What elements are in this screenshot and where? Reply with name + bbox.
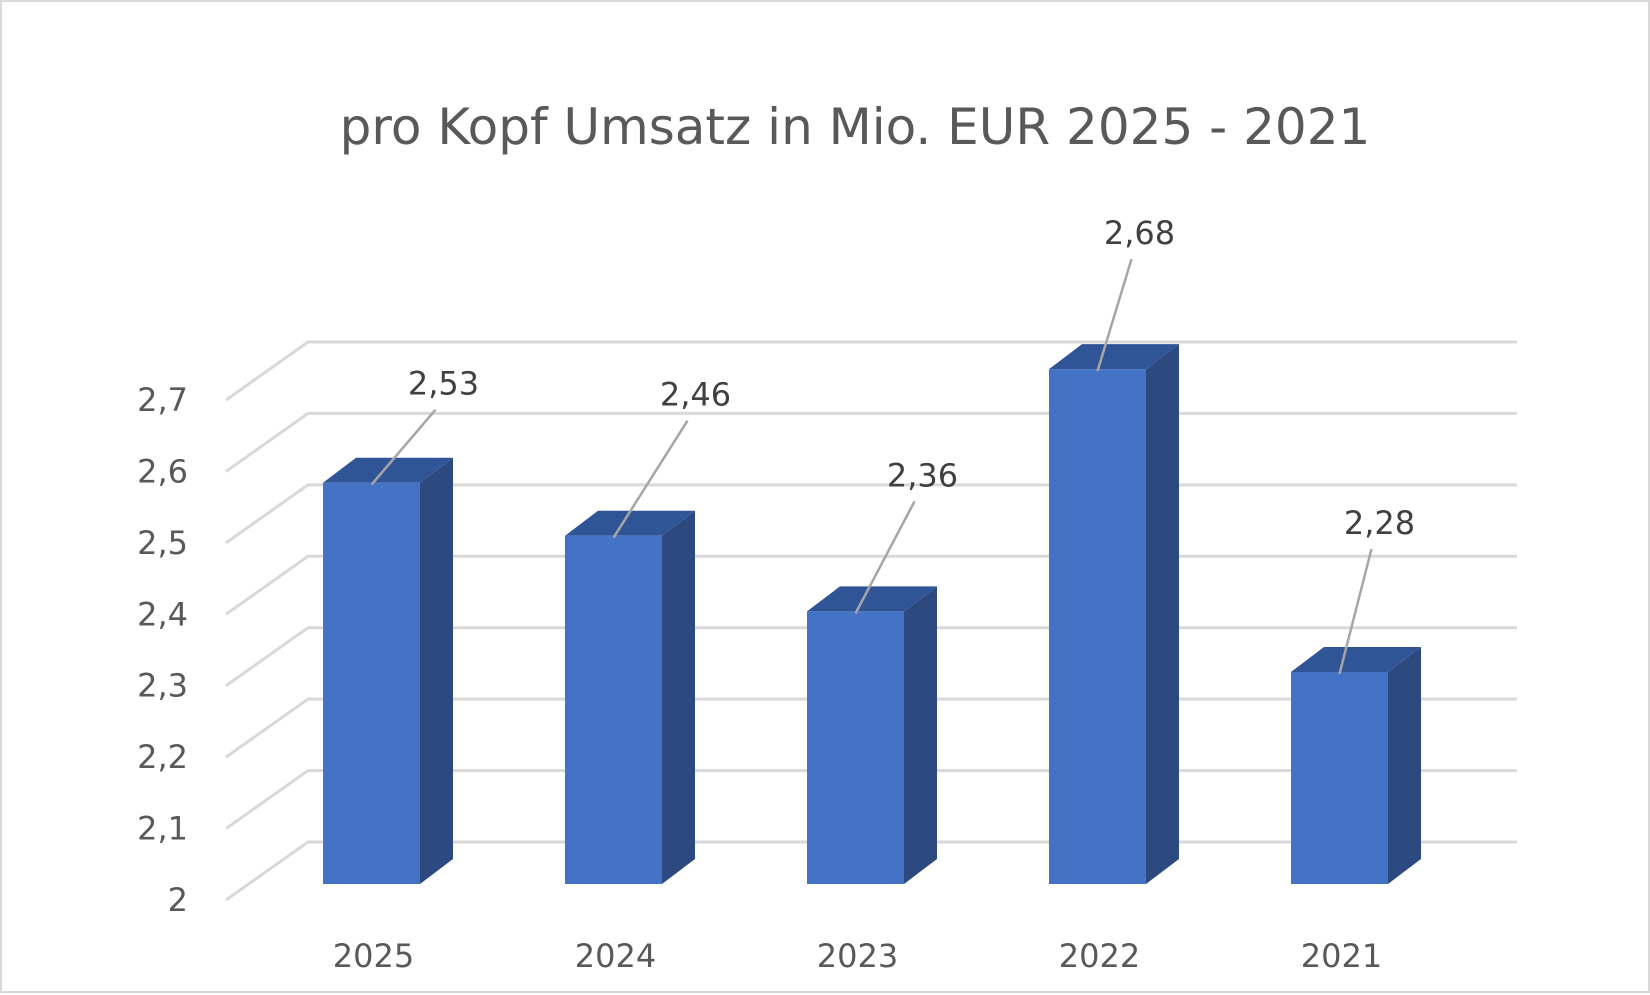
bar-2024	[565, 510, 695, 884]
y-tick-label: 2,2	[137, 738, 188, 776]
bar-side	[1146, 344, 1179, 885]
y-tick-label: 2	[168, 881, 188, 919]
chart-title: pro Kopf Umsatz in Mio. EUR 2025 - 2021	[340, 98, 1371, 156]
x-category-label: 2023	[817, 937, 898, 975]
gridlines	[225, 340, 1517, 902]
y-tick-label: 2,4	[137, 595, 188, 633]
x-category-label: 2022	[1059, 937, 1140, 975]
y-tick-label: 2,6	[137, 452, 188, 490]
x-axis-categories: 2025 2024 2023 2022 2021	[333, 937, 1382, 975]
leader-line	[854, 500, 916, 615]
leader-line	[1096, 258, 1133, 372]
bar-top	[565, 510, 695, 536]
y-tick-label: 2,3	[137, 667, 188, 705]
data-label: 2,68	[1104, 214, 1175, 252]
y-axis-ticks: 2 2,1 2,2 2,3 2,4 2,5 2,6 2,7	[137, 381, 188, 919]
bar-side	[1388, 647, 1421, 884]
x-category-label: 2021	[1301, 937, 1382, 975]
bar-2023	[807, 586, 937, 884]
bar-2022	[1049, 344, 1179, 885]
data-labels: 2,53 2,46 2,36 2,68 2,28	[370, 214, 1415, 675]
y-tick-label: 2,1	[137, 810, 188, 848]
y-tick-label: 2,7	[137, 381, 188, 419]
bar-top	[1049, 344, 1179, 370]
bar-top	[807, 586, 937, 612]
gridline	[225, 340, 1517, 402]
bar-front	[323, 482, 420, 884]
bar-side	[420, 457, 453, 884]
bar-front	[565, 535, 662, 884]
bar-2021	[1291, 647, 1421, 884]
bar-side	[662, 510, 695, 884]
data-label: 2,36	[887, 456, 958, 494]
leader-line	[612, 420, 689, 539]
bar-top	[1291, 647, 1421, 672]
bars	[323, 344, 1421, 885]
bar-front	[807, 611, 904, 884]
bar-front	[1291, 672, 1388, 884]
y-tick-label: 2,5	[137, 524, 188, 562]
x-category-label: 2024	[575, 937, 656, 975]
bar-top	[323, 457, 453, 483]
leader-line	[370, 408, 437, 486]
x-category-label: 2025	[333, 937, 414, 975]
data-label: 2,53	[408, 365, 479, 403]
bar-side	[904, 586, 937, 884]
data-label: 2,28	[1344, 504, 1415, 542]
bar-2025	[323, 457, 453, 884]
data-label: 2,46	[660, 376, 731, 414]
bar-front	[1049, 369, 1146, 885]
leader-line	[1338, 548, 1373, 675]
